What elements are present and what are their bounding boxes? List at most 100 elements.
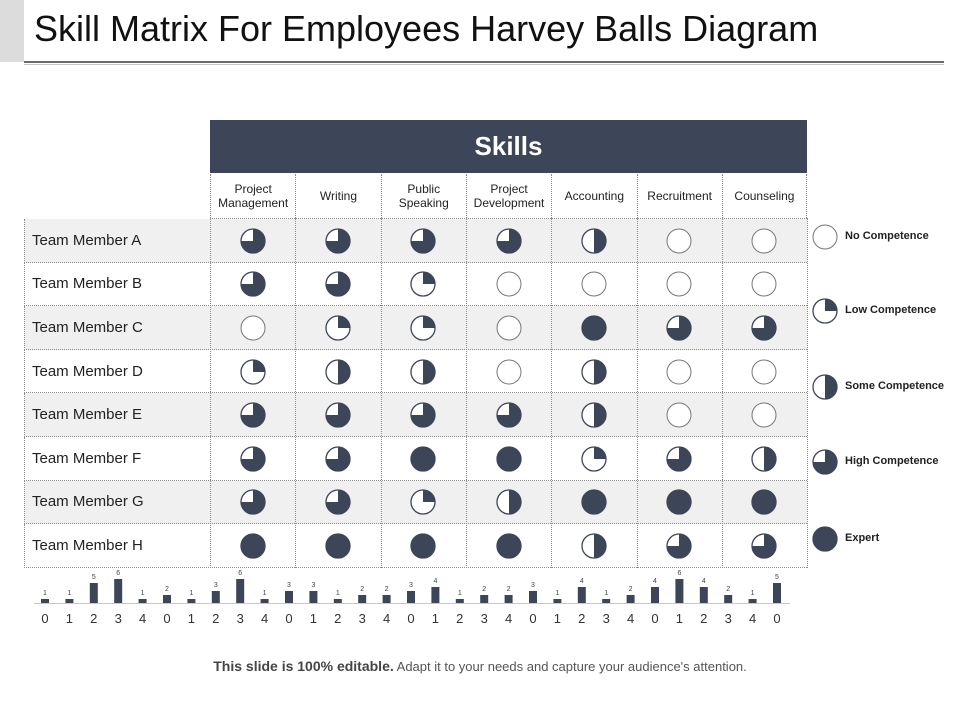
tick-label: 4: [261, 611, 268, 626]
title-accent-tab: [0, 0, 24, 62]
tick-label: 3: [481, 611, 488, 626]
tick-label: 0: [163, 611, 170, 626]
harvey-ball-icon: [666, 489, 692, 520]
harvey-ball-icon: [581, 402, 607, 433]
tick-label: 0: [41, 611, 48, 626]
harvey-ball-icon: [495, 446, 522, 477]
harvey-ball-icon: [581, 228, 607, 259]
bar: [163, 595, 171, 603]
bar-value-label: 4: [702, 578, 706, 585]
harvey-ball-icon: [751, 533, 778, 564]
legend-harvey-ball-icon: [812, 224, 838, 255]
tick-label: 0: [651, 611, 658, 626]
column-header: Project Development: [465, 174, 551, 218]
harvey-ball-icon: [666, 315, 692, 346]
harvey-ball-icon: [666, 533, 692, 564]
bar: [211, 591, 220, 603]
harvey-ball-icon: [495, 228, 522, 259]
bar-value-label: 1: [751, 590, 755, 597]
column-header: Public Speaking: [380, 174, 466, 218]
bar: [333, 599, 342, 603]
bar: [65, 599, 74, 603]
bar: [260, 599, 269, 603]
bar: [431, 587, 440, 603]
column-divider: [210, 218, 211, 568]
bar-value-label: 4: [653, 578, 657, 585]
bar: [724, 595, 733, 603]
column-header: Accounting: [551, 174, 636, 218]
legend-label: High Competence: [845, 455, 939, 467]
harvey-ball-icon: [751, 315, 778, 346]
legend-harvey-ball-icon: [812, 374, 838, 405]
column-divider: [551, 218, 553, 568]
bar-value-label: 1: [141, 590, 145, 597]
bar: [358, 595, 367, 603]
footer-text: Adapt it to your needs and capture your …: [393, 659, 747, 674]
bar-value-label: 3: [287, 582, 291, 589]
tick-label: 0: [529, 611, 536, 626]
harvey-ball-icon: [410, 446, 436, 477]
tick-label: 0: [407, 611, 414, 626]
column-divider: [380, 218, 382, 568]
legend-harvey-ball-icon: [812, 449, 838, 480]
row-label: Team Member G: [32, 493, 144, 511]
harvey-ball-icon: [325, 358, 351, 390]
bar: [748, 599, 757, 603]
tick-label: 3: [115, 611, 122, 626]
row-label: Team Member E: [32, 406, 143, 424]
harvey-ball-icon: [581, 315, 607, 346]
harvey-ball-icon: [410, 315, 436, 346]
row-label: Team Member C: [32, 318, 143, 336]
bar-value-label: 5: [92, 574, 96, 581]
harvey-ball-icon: [751, 402, 777, 433]
row-label: Team Member D: [32, 362, 143, 380]
row-label: Team Member B: [32, 275, 143, 293]
bar: [309, 591, 318, 603]
harvey-ball-icon: [751, 228, 777, 259]
row-label: Team Member H: [32, 536, 143, 554]
bar: [553, 599, 562, 603]
bar: [504, 595, 513, 603]
harvey-ball-icon: [325, 489, 351, 520]
table-row: Team Member H: [24, 524, 807, 568]
bar-value-label: 1: [67, 590, 71, 597]
bar: [480, 595, 489, 603]
tick-label: 4: [749, 611, 756, 626]
harvey-ball-icon: [495, 402, 522, 433]
bar-value-label: 3: [214, 582, 218, 589]
harvey-ball-icon: [581, 358, 607, 390]
bar: [626, 595, 635, 603]
harvey-ball-icon: [666, 228, 692, 259]
tick-label: 4: [383, 611, 390, 626]
bar-value-label: 2: [385, 586, 389, 593]
harvey-ball-icon: [240, 315, 266, 346]
bar-value-label: 2: [507, 586, 511, 593]
harvey-ball-icon: [410, 402, 436, 433]
tick-label: 4: [139, 611, 146, 626]
harvey-ball-icon: [325, 402, 351, 433]
harvey-ball-icon: [666, 359, 692, 390]
bar: [41, 599, 49, 603]
table-row: Team Member B: [24, 262, 807, 307]
harvey-ball-icon: [581, 489, 607, 520]
bar-value-label: 2: [482, 586, 486, 593]
harvey-ball-icon: [325, 446, 351, 477]
harvey-ball-icon: [239, 489, 266, 520]
harvey-ball-icon: [496, 359, 522, 390]
bar: [675, 579, 684, 603]
tick-label: 3: [725, 611, 732, 626]
bar-value-label: 1: [555, 590, 559, 597]
tick-label: 1: [310, 611, 317, 626]
harvey-ball-icon: [581, 446, 607, 477]
bar-value-label: 5: [775, 574, 779, 581]
harvey-ball-icon: [496, 271, 522, 302]
bar-value-label: 2: [726, 586, 730, 593]
table-row: Team Member F: [24, 437, 807, 481]
bar-value-label: 4: [433, 578, 437, 585]
bar-value-label: 3: [311, 582, 315, 589]
tick-label: 3: [237, 611, 244, 626]
bar: [89, 583, 98, 603]
bar-chart: 1 0 1 1 5 2 6 3 1 4 2 0 1 1 3 2 6 3 1 4 3 0 3 1 1 2 2 3 2 4 3 0 4 1 1 2 2 3 2 4…: [34, 570, 790, 626]
bar: [455, 599, 464, 603]
bar-value-label: 3: [531, 582, 535, 589]
